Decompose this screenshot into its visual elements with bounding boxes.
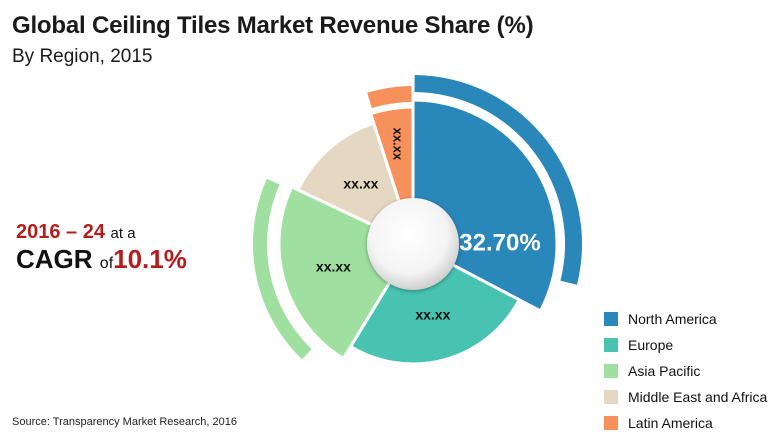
legend-label: Asia Pacific bbox=[628, 363, 701, 379]
chart-title: Global Ceiling Tiles Market Revenue Shar… bbox=[12, 12, 534, 39]
cagr-rate: 10.1% bbox=[113, 244, 187, 274]
legend-swatch bbox=[604, 364, 618, 378]
legend-item-north-america: North America bbox=[604, 306, 767, 332]
cagr-label: CAGR bbox=[16, 244, 93, 274]
chart-subtitle: By Region, 2015 bbox=[12, 46, 153, 67]
legend-label: Latin America bbox=[628, 415, 713, 431]
cagr-period: 2016 – 24 bbox=[16, 221, 105, 243]
legend-item-middle-east-africa: Middle East and Africa bbox=[604, 384, 767, 410]
accent-arc-latin-america bbox=[367, 86, 412, 109]
legend-swatch bbox=[604, 416, 618, 430]
accent-arc-asia-pacific bbox=[253, 178, 312, 360]
legend-item-latin-america: Latin America bbox=[604, 410, 767, 436]
cagr-of: of bbox=[99, 255, 114, 272]
cagr-at-a: at a bbox=[110, 225, 136, 242]
legend-swatch bbox=[604, 312, 618, 326]
legend-label: Europe bbox=[628, 337, 674, 353]
slice-label-asia-pacific: xx.xx bbox=[316, 259, 351, 275]
cagr-callout: 2016 – 24 at a CAGR of10.1% bbox=[16, 222, 187, 272]
slice-label-europe: xx.xx bbox=[415, 306, 450, 322]
legend-item-asia-pacific: Asia Pacific bbox=[604, 358, 767, 384]
legend-swatch bbox=[604, 390, 618, 404]
pie-center-hole bbox=[367, 198, 459, 290]
slice-label-latin-america: xx.xx bbox=[391, 128, 406, 161]
slice-label-middle-east-and-africa: xx.xx bbox=[343, 176, 378, 192]
legend-item-europe: Europe bbox=[604, 332, 767, 358]
slice-label-north-america: 32.70% bbox=[459, 229, 540, 256]
legend-swatch bbox=[604, 338, 618, 352]
accent-arc-north-america bbox=[414, 75, 582, 285]
legend-label: Middle East and Africa bbox=[628, 389, 768, 405]
legend-label: North America bbox=[628, 311, 717, 327]
pie-slice-europe bbox=[348, 242, 522, 366]
source-note: Source: Transparency Market Research, 20… bbox=[12, 416, 238, 428]
chart-legend: North America Europe Asia Pacific Middle… bbox=[604, 306, 767, 436]
